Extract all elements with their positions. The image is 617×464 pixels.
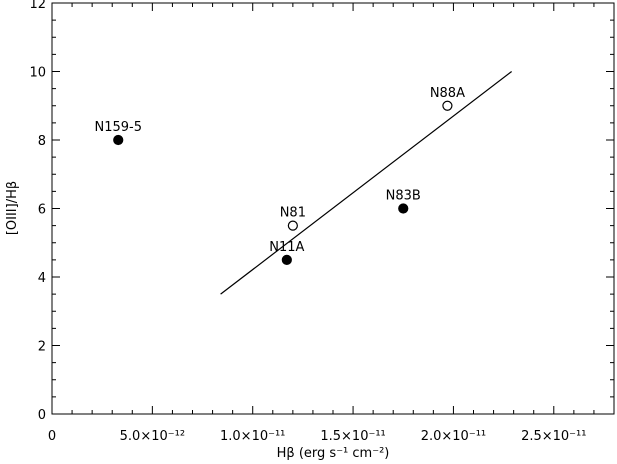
y-tick-label: 12 (29, 0, 46, 12)
x-tick-label: 0 (48, 429, 56, 444)
x-axis: 0 5.0×10⁻¹² 1.0×10⁻¹¹ 1.5×10⁻¹¹ 2.0×10⁻¹¹ 2.5… (48, 3, 615, 444)
y-tick-label: 8 (38, 134, 46, 149)
x-tick-label: 1.5×10⁻¹¹ (320, 429, 385, 444)
data-point-label: N11A (269, 240, 304, 255)
y-axis: 0 2 4 6 8 10 12 (29, 0, 614, 423)
x-tick-label: 1.0×10⁻¹¹ (220, 429, 285, 444)
x-tick-label: 5.0×10⁻¹² (120, 429, 185, 444)
data-point-label: N81 (280, 206, 306, 221)
x-tick-label: 2.0×10⁻¹¹ (421, 429, 486, 444)
data-point (281, 254, 292, 265)
data-point-label: N159-5 (94, 120, 142, 135)
y-axis-title: [OIII]/Hβ (5, 181, 20, 235)
data-point (442, 100, 453, 111)
data-point (287, 220, 298, 231)
y-tick-label: 0 (38, 408, 46, 423)
data-point-label: N83B (386, 189, 421, 204)
fit-line (220, 71, 513, 295)
data-point-label: N88A (430, 86, 465, 101)
x-tick-label: 2.5×10⁻¹¹ (521, 429, 586, 444)
y-tick-label: 6 (38, 203, 46, 218)
data-point (113, 134, 124, 146)
y-tick-label: 10 (29, 66, 46, 81)
data-points: N159-5 N11A N81 N83B N88A (94, 86, 465, 265)
y-tick-label: 2 (38, 340, 46, 355)
y-tick-label: 4 (38, 271, 46, 286)
fit-line-group (220, 71, 513, 295)
data-point (398, 203, 409, 214)
x-axis-title: Hβ (erg s⁻¹ cm⁻²) (277, 446, 390, 461)
